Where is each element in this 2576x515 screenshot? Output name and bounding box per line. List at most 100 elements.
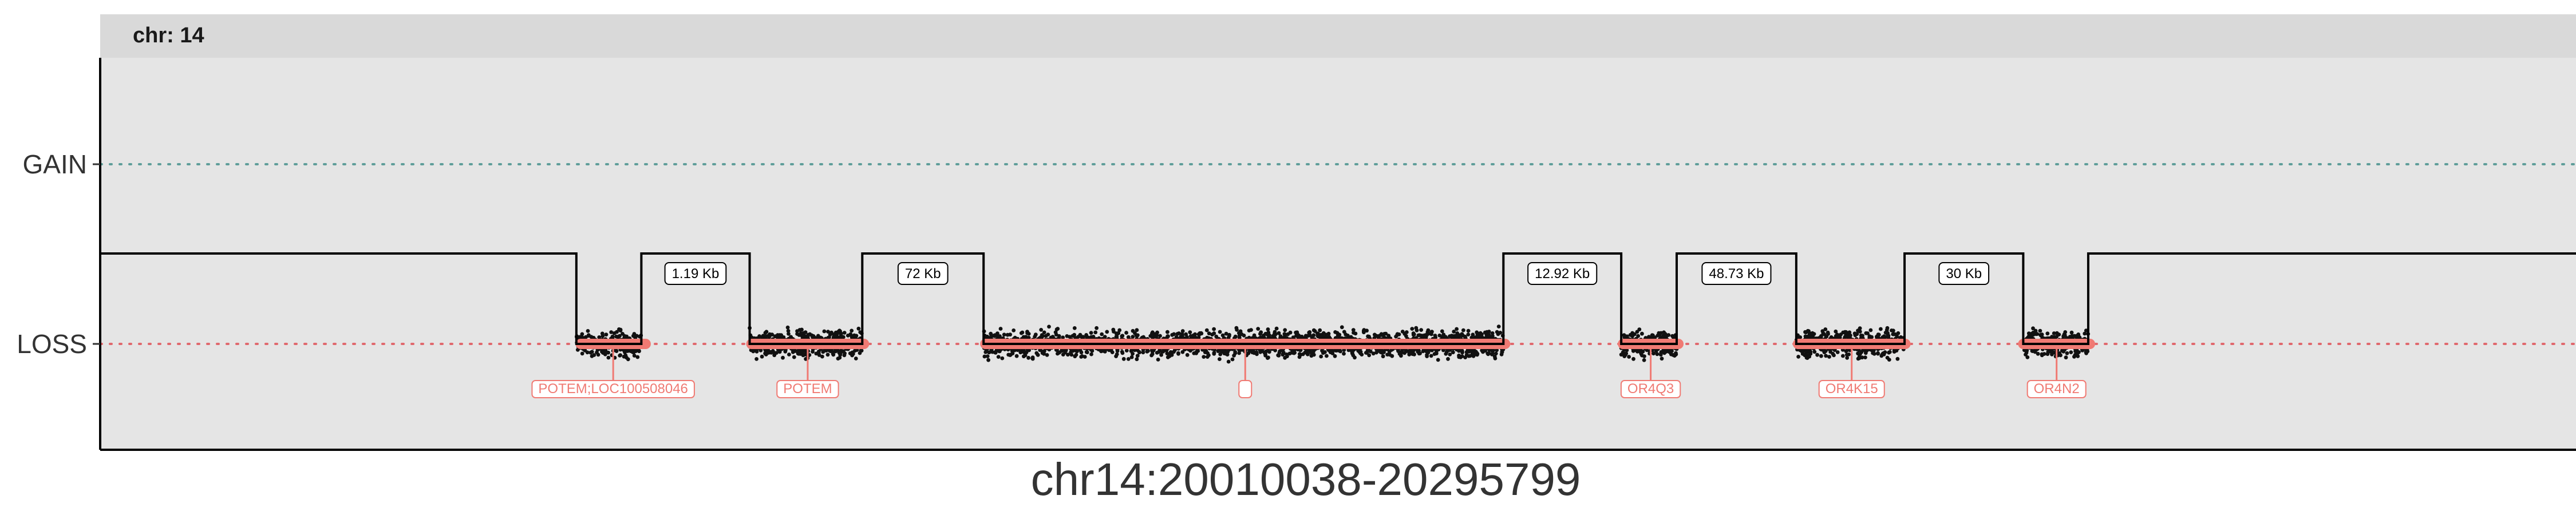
gene-label: OR4K15 [1826, 381, 1878, 397]
probe-point [631, 350, 636, 354]
probe-point [1307, 332, 1312, 337]
probe-point [1046, 332, 1050, 336]
probe-point [853, 348, 857, 353]
probe-point [1274, 326, 1279, 331]
probe-point [1642, 358, 1646, 362]
probe-point [1834, 329, 1838, 334]
probe-point [1204, 328, 1209, 332]
probe-point [1249, 328, 1253, 332]
probe-point [1156, 358, 1160, 362]
probe-point [787, 332, 791, 336]
probe-point [1636, 334, 1641, 338]
gap-label-2: 12.92 Kb [1527, 262, 1598, 285]
probe-point [1670, 349, 1674, 353]
probe-point [1266, 355, 1270, 360]
probe-point [791, 350, 795, 354]
probe-point [1475, 330, 1479, 335]
probe-point [1394, 334, 1398, 339]
probe-point [1835, 350, 1840, 354]
probe-point [2072, 354, 2076, 359]
probe-point [633, 335, 637, 339]
probe-point [1105, 330, 1109, 334]
probe-point [1642, 354, 1646, 358]
probe-point [1074, 352, 1078, 357]
gap-label-text: 72 Kb [905, 266, 941, 282]
probe-point [1859, 350, 1864, 354]
gene-label: POTEM [783, 381, 832, 397]
probe-point [585, 350, 590, 355]
probe-point [1324, 332, 1329, 337]
probe-point [1362, 328, 1366, 332]
probe-point [785, 325, 790, 330]
gap-label-4: 30 Kb [1938, 262, 1990, 285]
probe-point [1287, 351, 1292, 356]
gene-label-box [776, 380, 839, 398]
probe-point [1155, 351, 1159, 355]
probe-point [1455, 327, 1459, 331]
probe-point [1225, 352, 1230, 356]
probe-point [1174, 335, 1179, 339]
probe-point [2063, 333, 2067, 338]
probe-point [1045, 353, 1049, 357]
probe-point [1210, 332, 1215, 337]
probe-point [1471, 352, 1475, 356]
probe-point [1185, 335, 1190, 339]
probe-point [1168, 352, 1172, 356]
probe-point [1824, 354, 1828, 358]
probe-point [1277, 331, 1281, 335]
probe-point [826, 330, 830, 334]
probe-point [1845, 348, 1850, 352]
probe-point [1165, 330, 1170, 334]
probe-point [1858, 326, 1862, 331]
probe-point [2072, 334, 2076, 338]
probe-point [1435, 348, 1439, 353]
gene-label: OR4N2 [2034, 381, 2080, 397]
probe-point [2083, 331, 2087, 336]
gap-label-box [1701, 262, 1772, 285]
probe-point [632, 354, 637, 358]
probe-point [1812, 350, 1817, 354]
probe-point [1135, 354, 1140, 358]
probe-point [1660, 356, 1664, 361]
probe-point [618, 328, 623, 333]
probe-point [1448, 352, 1452, 356]
copy-number-state-line [100, 252, 2576, 345]
probe-point [1247, 349, 1252, 353]
probe-point [1868, 328, 1873, 332]
probe-point [787, 352, 791, 356]
probe-point [839, 332, 843, 336]
probe-point [1351, 328, 1356, 332]
y-tick-label-gain: GAIN [23, 149, 87, 179]
probe-point [1350, 349, 1354, 354]
probe-point [1080, 354, 1084, 358]
facet-strip-label: chr: 14 [133, 23, 204, 47]
probe-point [1799, 349, 1804, 353]
probe-point [1117, 328, 1122, 332]
probe-point [801, 353, 805, 358]
probe-point [1002, 332, 1006, 337]
probe-point [1410, 327, 1415, 331]
probe-point [1135, 348, 1140, 352]
probe-point [1278, 334, 1283, 339]
probe-point [1839, 332, 1843, 336]
probe-point [1652, 351, 1656, 356]
probe-point [817, 353, 821, 357]
probe-point [1121, 356, 1126, 361]
probe-point [799, 331, 803, 335]
probe-point [1879, 327, 1883, 331]
probe-point [1212, 327, 1216, 331]
probe-point [1095, 326, 1099, 330]
probe-point [837, 350, 841, 355]
probe-point [2076, 354, 2080, 358]
probe-point [856, 326, 861, 331]
probe-point [1333, 354, 1337, 358]
probe-point [1124, 348, 1129, 352]
probe-point [614, 349, 619, 353]
probe-point [1441, 334, 1446, 338]
probe-point [1451, 350, 1455, 355]
probe-point [1657, 332, 1662, 336]
probe-point [600, 334, 605, 338]
probe-point [1828, 350, 1833, 354]
probe-point [808, 332, 812, 336]
probe-point [629, 348, 633, 352]
